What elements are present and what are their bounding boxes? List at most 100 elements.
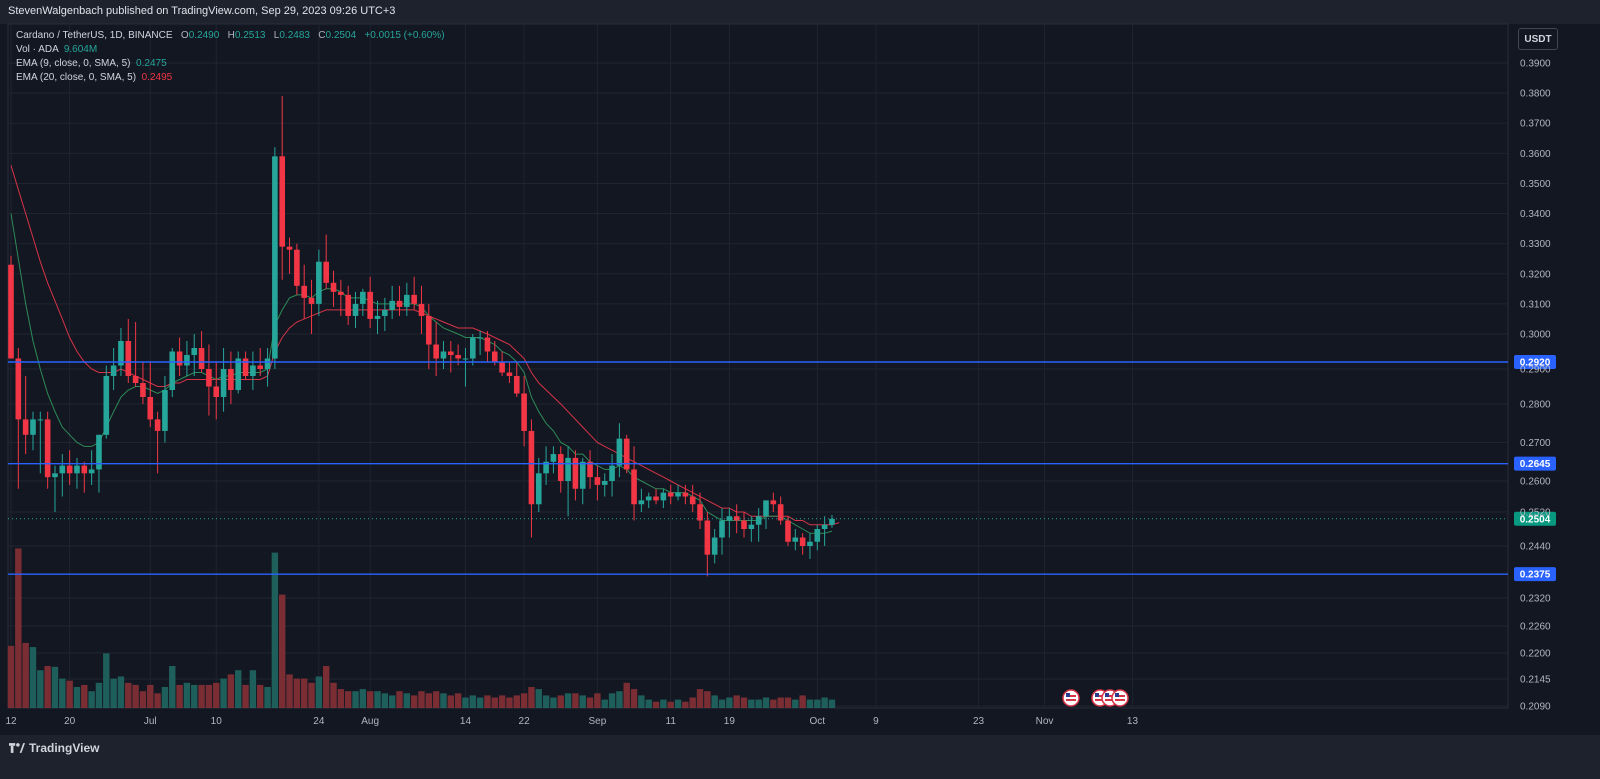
candle-body (682, 492, 689, 497)
volume-bar (689, 697, 696, 708)
candle-body (777, 504, 784, 521)
candle-body (15, 358, 22, 420)
volume-bar (396, 691, 403, 708)
candle-body (462, 358, 469, 360)
candle-body (367, 291, 373, 319)
y-tick-label: 0.3100 (1520, 299, 1551, 310)
candle-body (374, 315, 381, 319)
candle-body (433, 344, 439, 359)
volume-bar (352, 691, 359, 708)
candle-body (477, 337, 483, 339)
candle-body (110, 365, 117, 376)
volume-bar (366, 691, 374, 708)
volume-bar (630, 689, 638, 708)
candle-body (206, 369, 212, 387)
candle-body (88, 469, 95, 474)
candle-body (294, 249, 300, 286)
tradingview-logo-icon (9, 743, 25, 753)
volume-bar (520, 693, 528, 708)
volume-bar (117, 676, 125, 708)
volume-bar (755, 699, 762, 708)
volume-bar (315, 676, 323, 708)
x-tick-label: 24 (313, 716, 325, 727)
volume-bar (15, 548, 22, 708)
candle-body (807, 541, 813, 546)
tradingview-logo[interactable]: TradingView (9, 741, 99, 755)
us-flag-event-icon[interactable] (1062, 689, 1080, 707)
y-tick-label: 0.2090 (1520, 702, 1551, 713)
legend-volume-row[interactable]: Vol · ADA 9.604M (16, 44, 97, 55)
volume-bar (220, 678, 227, 708)
volume-bar (81, 684, 88, 708)
legend-ema20-row[interactable]: EMA (20, close, 0, SMA, 5) 0.2495 (16, 72, 172, 83)
candle-body (513, 376, 520, 394)
candle-body (792, 537, 799, 542)
published-banner: StevenWalgenbach published on TradingVie… (0, 0, 1600, 24)
candle-body (557, 454, 564, 481)
volume-bar (7, 645, 15, 708)
horizontal-levels[interactable]: 0.2920 0.2645 0.2375 0.2504 (8, 355, 1556, 582)
candle-body (308, 297, 315, 304)
candle-body (741, 520, 747, 529)
y-tick-label: 0.3900 (1520, 59, 1551, 70)
us-flag-stripe (1115, 699, 1125, 701)
currency-unit-button[interactable]: USDT (1518, 28, 1558, 50)
volume-bar (667, 701, 674, 708)
ema9-line (10, 213, 833, 534)
candle-body (81, 465, 88, 474)
candle-body (799, 537, 806, 546)
candle-body (316, 261, 322, 304)
candle-body (711, 537, 718, 555)
us-flag-canton (1115, 693, 1119, 697)
candle-body (132, 376, 139, 383)
us-flag-canton (1105, 693, 1109, 697)
candle-body (286, 246, 293, 250)
volume-bar (557, 695, 564, 708)
volume-bar (733, 695, 740, 708)
published-text: StevenWalgenbach published on TradingVie… (8, 5, 396, 17)
grid (7, 23, 1509, 709)
y-tick-label: 0.3300 (1520, 239, 1551, 250)
ema9-path (10, 213, 833, 534)
volume-bar (425, 693, 433, 708)
x-tick-label: 10 (211, 716, 223, 727)
low-label: L (273, 30, 280, 41)
volume-bar (44, 666, 51, 708)
volume-bar (410, 695, 418, 708)
volume-bar (638, 695, 645, 708)
x-tick-label: 23 (973, 716, 985, 727)
volume-bar (359, 689, 367, 708)
volume-bar (748, 699, 755, 708)
candle-body (550, 454, 557, 462)
y-tick-label: 0.3700 (1520, 119, 1551, 130)
x-tick-label: 12 (5, 716, 17, 727)
candle-body (448, 351, 454, 355)
candle-body (638, 500, 645, 505)
volume-bar (388, 695, 396, 708)
volume-bar (286, 674, 293, 708)
level-price-label: 0.2920 (1520, 358, 1551, 369)
candle-body (755, 516, 762, 525)
legend-ema9-row[interactable]: EMA (9, close, 0, SMA, 5) 0.2475 (16, 58, 167, 69)
volume-bar (696, 689, 704, 708)
volume-bar (784, 697, 792, 708)
candle-body (404, 294, 410, 307)
volume-bar (462, 697, 469, 708)
candle-body (154, 419, 161, 431)
event-markers[interactable] (1062, 689, 1129, 707)
x-tick-label: 14 (460, 716, 472, 727)
volume-bar (381, 693, 389, 708)
volume-bar (652, 701, 660, 708)
volume-bar (674, 699, 682, 708)
volume-bar (249, 670, 257, 708)
candle-body (667, 492, 674, 497)
us-flag-event-icon[interactable] (1111, 689, 1129, 707)
candle-body (191, 348, 198, 355)
y-tick-label: 0.2900 (1520, 365, 1551, 376)
ema20-path (10, 165, 840, 526)
y-tick-label: 0.3000 (1520, 330, 1551, 341)
candle-body (455, 355, 461, 359)
candle-body (785, 520, 791, 542)
candle-body (418, 303, 425, 316)
